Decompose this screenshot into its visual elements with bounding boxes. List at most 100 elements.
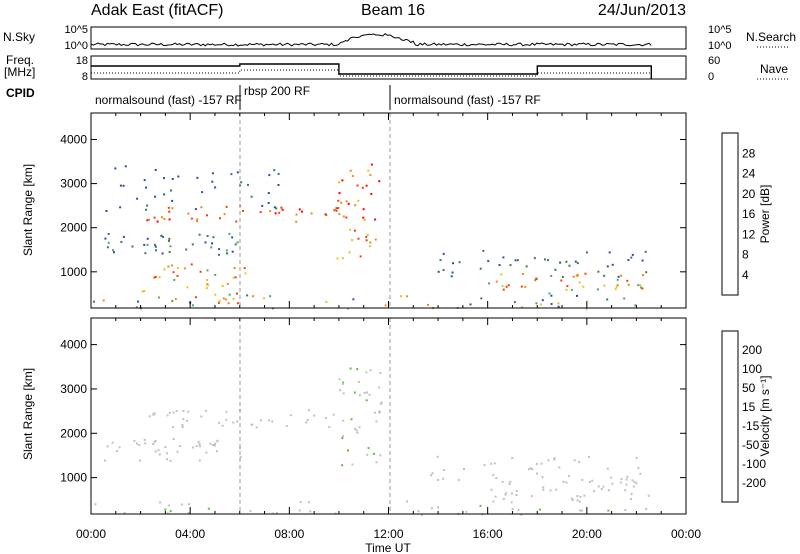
cell-1-6 xyxy=(136,442,138,445)
cell-5-27 xyxy=(544,258,546,261)
cell-1-19 xyxy=(122,235,125,238)
cell-4-17 xyxy=(490,462,493,465)
cell-7-10 xyxy=(384,304,387,307)
cell-2-6 xyxy=(199,270,202,273)
cell-1-31 xyxy=(216,439,219,442)
cell-6-27 xyxy=(641,287,644,290)
cell-4-32 xyxy=(365,235,368,238)
cell-6-18 xyxy=(639,284,642,287)
cell-0-6 xyxy=(148,415,151,418)
power-cells xyxy=(93,163,648,310)
cell-5-22 xyxy=(593,490,596,493)
cell-1-21 xyxy=(225,249,228,252)
cell-3-33 xyxy=(379,454,382,457)
cell-5-30 xyxy=(525,265,528,268)
cell-1-20 xyxy=(106,445,109,448)
cell-0-16 xyxy=(298,208,301,211)
cell-5-12 xyxy=(487,260,490,263)
cell-4-28 xyxy=(588,456,591,458)
cell-2-8 xyxy=(309,510,312,513)
cell-6-8 xyxy=(570,288,573,291)
cell-6-35 xyxy=(620,274,623,277)
cell-2-14 xyxy=(244,272,247,275)
cell-6-11 xyxy=(637,284,640,287)
cell-1-18 xyxy=(218,248,221,251)
cell-4-31 xyxy=(370,163,373,166)
cell-5-3 xyxy=(574,260,577,263)
cell-4-37 xyxy=(540,462,543,465)
velocity-panel: Slant Range [km] 1000 2000 3000 4000 xyxy=(21,317,687,516)
cell-5-38 xyxy=(517,259,519,262)
cell-5-22 xyxy=(608,251,611,254)
nsky-trace xyxy=(90,33,652,47)
cell-3-37 xyxy=(379,402,382,405)
cell-3-0 xyxy=(341,435,344,438)
cell-0-18 xyxy=(171,207,174,210)
cell-3-22 xyxy=(105,210,108,212)
cell-3-26 xyxy=(375,461,378,464)
cell-0-5 xyxy=(153,412,156,415)
cell-5-0 xyxy=(579,495,582,498)
cell-6-0 xyxy=(500,273,503,276)
cpid-segment-2: rbsp 200 RF xyxy=(244,84,310,98)
cell-0-7 xyxy=(190,217,193,220)
cell-5-32 xyxy=(562,481,565,483)
cell-2-8 xyxy=(225,298,228,301)
cell-2-32 xyxy=(176,274,179,277)
nsearch-label: N.Search xyxy=(746,30,796,44)
cell-2-24 xyxy=(159,501,162,504)
cell-7-37 xyxy=(557,305,560,308)
cell-3-26 xyxy=(201,191,204,194)
power-colorbar: 4 8 12 16 20 24 28 Power [dB] xyxy=(721,132,772,296)
cell-1-24 xyxy=(139,459,141,462)
cell-3-12 xyxy=(119,206,122,209)
cell-3-13 xyxy=(339,389,342,392)
cell-6-26 xyxy=(524,285,527,288)
cell-1-17 xyxy=(215,450,218,453)
cell-0-12 xyxy=(255,426,258,429)
cell-6-38 xyxy=(582,285,585,288)
y-tick-label-1: 2000 xyxy=(60,426,87,440)
cell-1-13 xyxy=(234,243,237,246)
cell-1-0 xyxy=(111,441,114,444)
cell-1-39 xyxy=(104,459,106,462)
cell-4-37 xyxy=(338,181,341,184)
cell-4-36 xyxy=(349,228,352,231)
cell-6-9 xyxy=(640,286,643,289)
cell-3-6 xyxy=(163,193,166,196)
cell-6-37 xyxy=(560,279,563,282)
cell-3-3 xyxy=(350,418,353,421)
cell-7-14 xyxy=(521,306,524,309)
cell-3-32 xyxy=(349,367,352,370)
cell-3-22 xyxy=(363,391,366,394)
cell-5-7 xyxy=(633,480,636,483)
cell-0-38 xyxy=(182,409,185,412)
cell-4-1 xyxy=(357,199,360,202)
cell-0-10 xyxy=(313,414,316,417)
cell-4-16 xyxy=(626,475,629,478)
cell-4-0 xyxy=(639,472,642,475)
cell-5-0 xyxy=(451,271,454,274)
nave-label: Nave xyxy=(760,62,788,76)
cpid-segment-1: normalsound (fast) -157 RF xyxy=(95,93,242,107)
cell-5-20 xyxy=(597,270,600,273)
cell-4-16 xyxy=(348,251,351,254)
cell-4-10 xyxy=(553,458,556,461)
cell-3-14 xyxy=(347,449,349,452)
cell-3-35 xyxy=(358,394,361,397)
cell-4-38 xyxy=(370,192,373,195)
cell-0-19 xyxy=(274,212,277,215)
cell-2-19 xyxy=(186,286,189,289)
cell-2-27 xyxy=(517,508,520,511)
cpid-segment-3: normalsound (fast) -157 RF xyxy=(394,93,541,107)
cell-5-7 xyxy=(627,259,630,261)
cell-0-25 xyxy=(219,217,221,220)
cell-4-10 xyxy=(336,257,339,260)
cell-1-15 xyxy=(228,232,231,235)
velocity-x-tick-marks xyxy=(90,318,687,514)
cell-2-18 xyxy=(579,509,582,512)
cell-6-17 xyxy=(550,274,553,277)
cell-3-15 xyxy=(373,452,376,455)
cell-3-11 xyxy=(267,192,270,194)
cell-5-36 xyxy=(479,267,482,270)
